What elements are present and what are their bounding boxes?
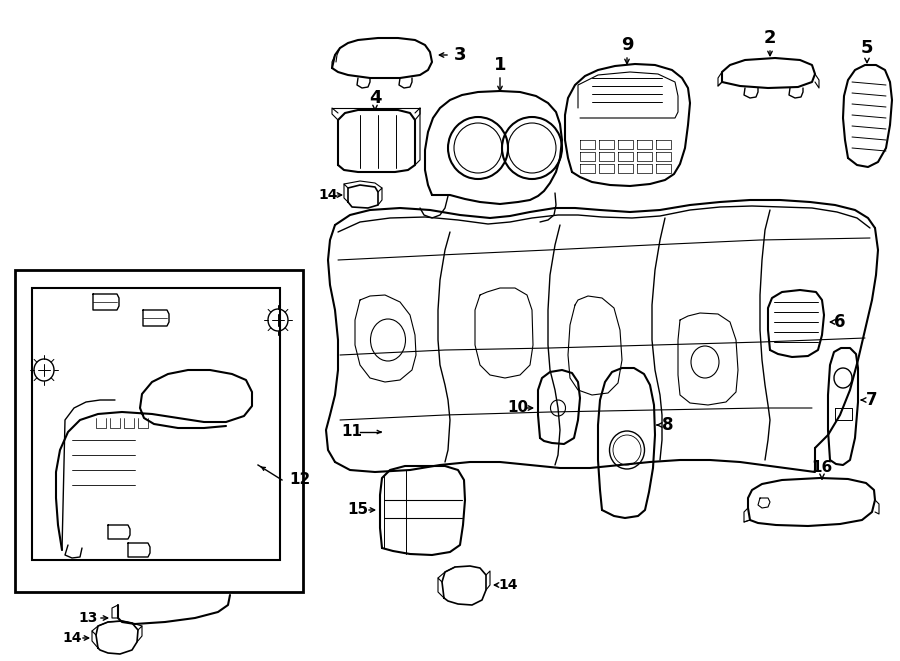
Text: 9: 9 [621,36,634,54]
Text: 6: 6 [834,313,846,331]
Text: 10: 10 [508,401,528,416]
Text: 14: 14 [319,188,338,202]
Bar [15,270,303,592]
Text: 16: 16 [812,461,833,475]
Text: 14: 14 [499,578,517,592]
Text: 12: 12 [290,473,310,488]
Text: 4: 4 [369,89,382,107]
Text: 5: 5 [860,39,873,57]
Text: 7: 7 [866,391,878,409]
Text: 2: 2 [764,29,776,47]
Text: 15: 15 [347,502,369,518]
Text: 13: 13 [78,611,98,625]
Text: 3: 3 [454,46,466,64]
Text: 14: 14 [62,631,82,645]
Text: 11: 11 [341,424,363,440]
Bar [32,288,280,560]
Text: 1: 1 [494,56,506,74]
Text: 8: 8 [662,416,674,434]
